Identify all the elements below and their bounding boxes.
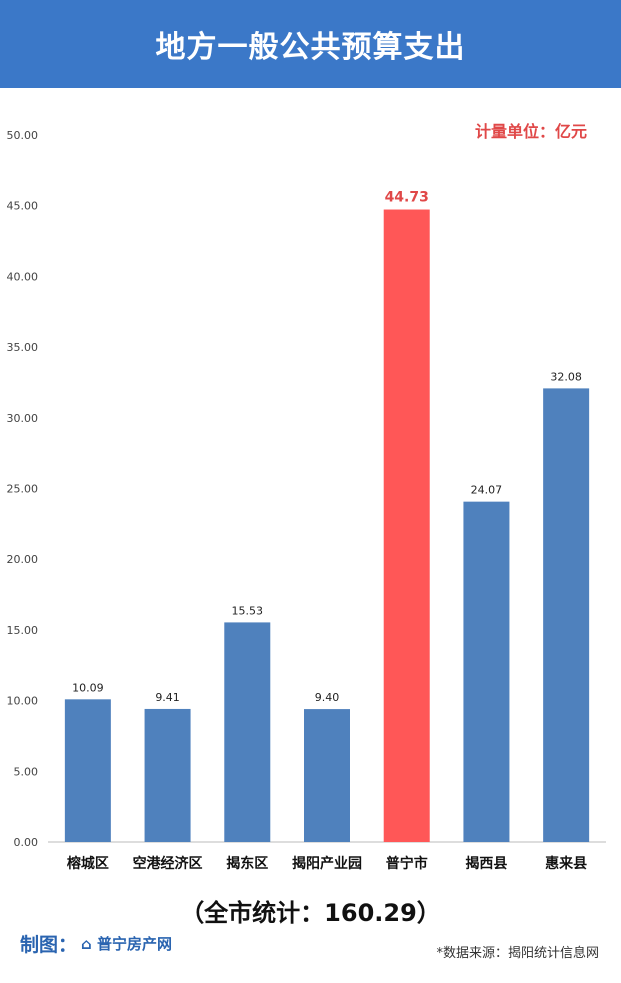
- source-label: *数据来源：揭阳统计信息网: [436, 946, 599, 961]
- y-tick-label: 45.00: [7, 200, 39, 213]
- x-tick-label: 普宁市: [386, 855, 428, 872]
- bar: [463, 501, 510, 842]
- data-label: 32.08: [550, 370, 582, 383]
- y-tick-label: 25.00: [7, 483, 39, 496]
- y-tick-label: 10.00: [7, 695, 39, 708]
- unit-label: 计量单位：亿元: [474, 122, 587, 141]
- y-tick-label: 15.00: [7, 624, 39, 637]
- y-tick-label: 30.00: [7, 412, 39, 425]
- data-label: 9.41: [155, 691, 180, 704]
- maker: 制图： ⌂ 普宁房产网: [20, 930, 172, 957]
- header: 地方一般公共预算支出: [0, 0, 621, 88]
- bar: [64, 699, 111, 842]
- data-label: 9.40: [315, 691, 340, 704]
- maker-label: 制图：: [20, 934, 78, 956]
- maker-logo-text: 普宁房产网: [96, 935, 172, 953]
- y-tick-label: 20.00: [7, 553, 39, 566]
- data-label: 10.09: [72, 681, 104, 694]
- data-label: 24.07: [471, 484, 503, 497]
- bar: [224, 622, 271, 842]
- y-tick-label: 5.00: [14, 765, 39, 778]
- x-tick-label: 惠来县: [545, 855, 587, 872]
- x-tick-label: 榕城区: [67, 855, 109, 872]
- y-tick-label: 0.00: [14, 836, 39, 849]
- x-tick-label: 揭西县: [465, 855, 507, 872]
- y-tick-label: 35.00: [7, 341, 39, 354]
- chart-title: 地方一般公共预算支出: [155, 30, 466, 65]
- bar: [144, 708, 191, 842]
- total-label: （全市统计：160.29）: [180, 899, 441, 927]
- x-tick-label: 揭东区: [226, 855, 268, 872]
- bar: [383, 209, 430, 842]
- x-tick-label: 揭阳产业园: [292, 855, 362, 872]
- y-tick-label: 40.00: [7, 270, 39, 283]
- bar: [304, 709, 350, 842]
- bar: [543, 388, 590, 842]
- data-label: 44.73: [385, 190, 429, 206]
- x-tick-label: 空港经济区: [133, 855, 203, 872]
- data-label: 15.53: [232, 604, 264, 617]
- maker-logo: ⌂ 普宁房产网: [81, 935, 172, 953]
- y-tick-label: 50.00: [7, 129, 39, 142]
